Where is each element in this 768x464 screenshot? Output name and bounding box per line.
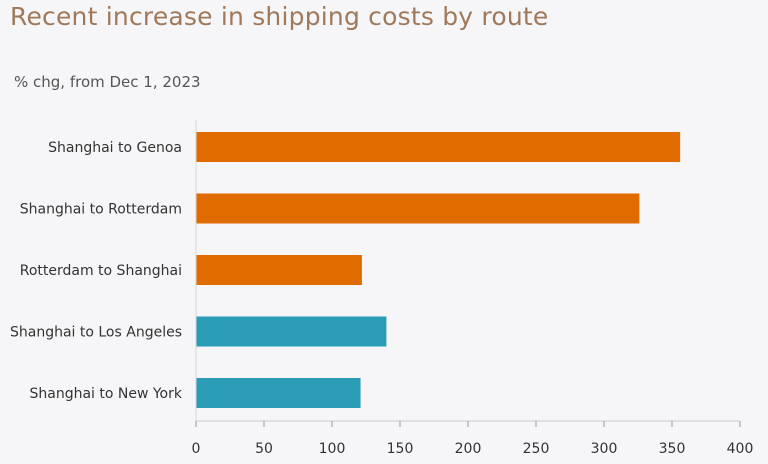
x-tick-label: 150	[387, 441, 414, 457]
category-label: Shanghai to New York	[29, 386, 182, 402]
x-tick-label: 300	[591, 441, 618, 457]
x-tick-label: 0	[192, 441, 201, 457]
chart-title: Recent increase in shipping costs by rou…	[10, 2, 549, 31]
bars-group	[196, 132, 681, 408]
category-label: Shanghai to Genoa	[48, 140, 182, 156]
bar-rotterdam-to-shanghai	[196, 255, 362, 285]
x-tick-label: 50	[255, 441, 273, 457]
bar-shanghai-to-rotterdam	[196, 193, 640, 224]
x-tick-label: 100	[319, 441, 346, 457]
x-tick-label: 250	[523, 441, 550, 457]
bar-shanghai-to-los-angeles	[196, 316, 387, 347]
category-label: Shanghai to Rotterdam	[20, 202, 182, 218]
bar-shanghai-to-genoa	[196, 132, 681, 162]
category-labels: Shanghai to Genoa Shanghai to Rotterdam Ro…	[10, 140, 183, 402]
category-label: Rotterdam to Shanghai	[20, 263, 182, 279]
category-label: Shanghai to Los Angeles	[10, 325, 182, 341]
x-axis: 0 50 100 150 200 250 300 350 400	[192, 120, 754, 457]
bar-shanghai-to-new-york	[196, 378, 361, 408]
x-tick-label: 200	[455, 441, 482, 457]
x-tick-label: 350	[659, 441, 686, 457]
chart-subtitle: % chg, from Dec 1, 2023	[14, 73, 201, 91]
x-tick-label: 400	[727, 441, 754, 457]
